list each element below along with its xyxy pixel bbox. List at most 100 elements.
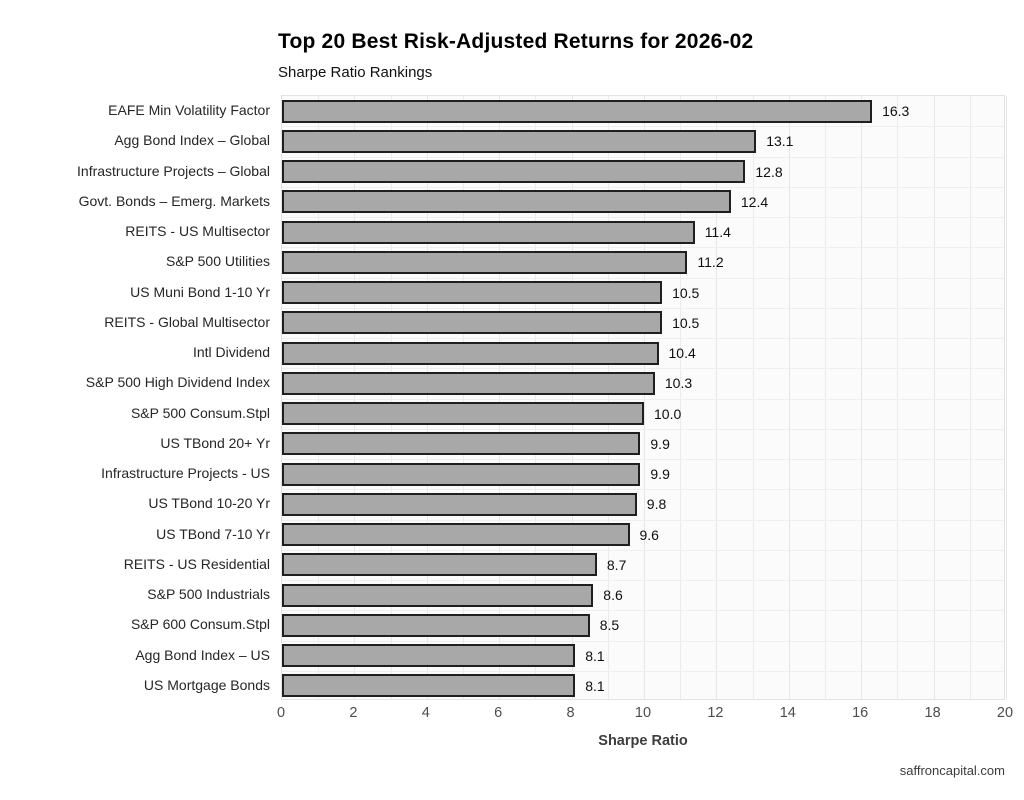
category-label: Infrastructure Projects – Global [77, 162, 270, 179]
bar [282, 281, 663, 305]
bar-value-label: 8.5 [599, 617, 620, 634]
bar [282, 341, 659, 365]
bar-value-label: 11.2 [697, 254, 724, 271]
bar [282, 644, 576, 668]
x-tick-label: 16 [852, 705, 869, 721]
x-axis-tick-labels: 0 2 4 6 8 10 12 14 16 18 20 [277, 703, 1013, 723]
x-gridline [825, 96, 826, 699]
x-gridline [752, 96, 754, 699]
category-label: Infrastructure Projects - US [101, 465, 270, 482]
x-gridline [390, 96, 392, 699]
category-label: Agg Bond Index – Global [114, 132, 270, 149]
category-label: EAFE Min Volatility Factor [108, 102, 270, 119]
bar [282, 492, 637, 516]
category-label: S&P 500 Consum.Stpl [130, 404, 270, 421]
chart-title: Top 20 Best Risk-Adjusted Returns for 20… [278, 30, 754, 53]
x-gridline [354, 96, 356, 699]
plot-panel: 16.3 13.1 12.8 12.4 11.4 11.2 10.5 10.5 10.4 10.3… [281, 95, 1007, 700]
y-gridline [282, 186, 1004, 188]
y-gridline [282, 307, 1004, 309]
x-tick-label: 8 [566, 705, 575, 721]
chart-subtitle: Sharpe Ratio Rankings [278, 64, 433, 81]
bar [282, 553, 597, 577]
x-gridline [897, 96, 899, 699]
y-gridline [282, 368, 1004, 370]
category-label: S&P 500 Industrials [147, 586, 270, 603]
bar-value-label: 10.5 [672, 284, 700, 301]
bar-value-label: 11.4 [704, 224, 731, 241]
x-tick-label: 2 [349, 705, 358, 721]
x-gridline [535, 96, 537, 699]
bar-value-label: 10.5 [672, 314, 700, 331]
x-gridline [607, 96, 609, 699]
bar-value-label: 16.3 [882, 103, 910, 120]
bar [282, 613, 590, 637]
x-gridline [933, 96, 935, 699]
bar [282, 311, 663, 335]
bar-value-label: 12.8 [755, 163, 783, 180]
bar [282, 160, 746, 184]
category-label: Intl Dividend [192, 344, 270, 361]
y-gridline [282, 126, 1004, 128]
bar-value-label: 8.7 [606, 556, 627, 573]
y-gridline [282, 519, 1004, 521]
category-label: US TBond 10-20 Yr [148, 495, 270, 512]
bar-value-label: 12.4 [740, 193, 769, 210]
category-label: Agg Bond Index – US [135, 646, 270, 663]
category-label: REITS - US Multisector [125, 223, 270, 240]
x-tick-label: 20 [996, 705, 1014, 721]
bar-value-label: 10.4 [668, 345, 696, 362]
x-tick-label: 4 [421, 705, 430, 721]
x-tick-label: 0 [276, 705, 286, 721]
y-gridline [282, 277, 1004, 279]
y-gridline [282, 610, 1004, 612]
y-gridline [282, 338, 1004, 339]
y-gridline [282, 489, 1004, 491]
x-tick-label: 18 [924, 705, 941, 721]
bar-value-label: 8.6 [603, 587, 623, 604]
x-tick-label: 12 [707, 705, 724, 721]
bar-value-label: 8.1 [585, 677, 605, 694]
x-gridline [680, 96, 682, 699]
x-gridline [571, 96, 573, 699]
bar-value-label: 9.9 [650, 435, 670, 452]
bar-value-label: 8.1 [585, 647, 605, 664]
bar [282, 523, 630, 547]
x-gridline [861, 96, 863, 699]
bar-value-label: 10.3 [664, 375, 693, 392]
y-gridline [282, 640, 1004, 642]
x-gridline [716, 96, 718, 699]
y-gridline [282, 398, 1004, 400]
category-label: S&P 500 Utilities [165, 253, 270, 270]
bar-value-label: 9.6 [639, 526, 659, 543]
y-gridline [282, 580, 1004, 581]
y-gridline [282, 247, 1004, 249]
x-tick-label: 10 [634, 705, 652, 721]
y-gridline [282, 549, 1004, 551]
x-gridline [463, 96, 464, 699]
category-label: US TBond 7-10 Yr [156, 525, 270, 542]
bar [282, 583, 594, 607]
y-gridline [282, 459, 1004, 460]
bar [282, 432, 641, 456]
category-label: S&P 500 High Dividend Index [85, 374, 270, 391]
bar-value-label: 13.1 [766, 133, 794, 150]
footer-credit: saffroncapital.com [899, 763, 1005, 778]
bar [282, 250, 688, 274]
bar [282, 674, 576, 698]
x-gridline [788, 96, 790, 699]
y-gridline [282, 428, 1004, 430]
bar [282, 129, 757, 153]
x-gridline [426, 96, 428, 699]
bar-value-label: 10.0 [654, 405, 682, 422]
category-label: US TBond 20+ Yr [160, 434, 270, 451]
bar [282, 190, 731, 214]
bar-value-label: 9.9 [650, 466, 670, 483]
bar [282, 462, 641, 486]
bar [282, 402, 644, 426]
bar [282, 371, 655, 395]
category-label: S&P 600 Consum.Stpl [130, 616, 270, 633]
category-label: US Mortgage Bonds [143, 676, 270, 693]
bar-value-label: 9.8 [646, 496, 667, 513]
